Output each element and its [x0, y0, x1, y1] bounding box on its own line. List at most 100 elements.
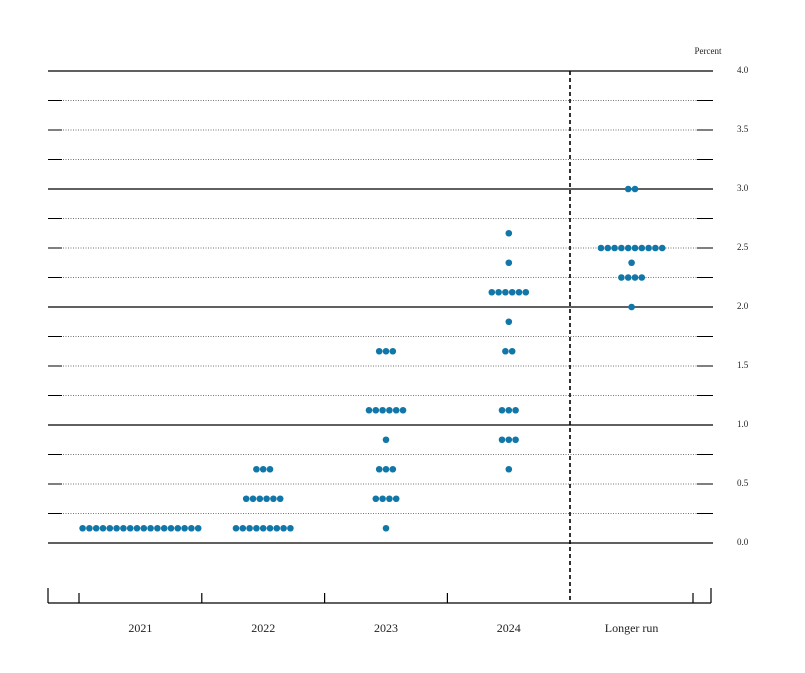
- dot: [372, 406, 380, 414]
- y-tick-label: 1.5: [737, 360, 749, 370]
- dot: [386, 495, 393, 503]
- dot: [624, 185, 632, 193]
- dot: [522, 288, 530, 296]
- y-tick-label: 3.5: [737, 124, 749, 134]
- dot: [505, 229, 513, 237]
- dot: [242, 495, 250, 503]
- dot: [389, 347, 397, 355]
- dot: [375, 465, 383, 473]
- dot: [160, 524, 168, 532]
- x-tick-label: Longer run: [605, 621, 659, 635]
- dot: [92, 524, 100, 532]
- dot: [276, 495, 284, 503]
- y-axis-label: Percent: [695, 46, 722, 56]
- dot: [365, 406, 373, 414]
- dot: [259, 524, 267, 532]
- dot: [508, 288, 516, 296]
- dot: [505, 465, 513, 473]
- dot: [79, 524, 86, 532]
- dot: [246, 524, 253, 532]
- dot: [259, 465, 267, 473]
- dot: [188, 524, 195, 532]
- dot: [502, 347, 509, 355]
- dot: [638, 244, 646, 252]
- dot: [253, 524, 260, 532]
- x-tick-label: 2023: [374, 621, 398, 635]
- dot: [392, 495, 400, 503]
- dot: [379, 406, 386, 414]
- dot: [154, 524, 161, 532]
- dot: [106, 524, 114, 532]
- dot: [618, 274, 625, 281]
- dot: [232, 524, 240, 532]
- dot: [86, 524, 93, 532]
- dot: [249, 495, 257, 503]
- dot: [287, 524, 294, 532]
- dot: [389, 465, 397, 473]
- dot: [270, 495, 277, 503]
- dot: [382, 524, 390, 532]
- dot: [256, 495, 264, 503]
- dot: [505, 436, 513, 444]
- dot: [502, 288, 509, 296]
- dot: [505, 318, 513, 326]
- y-tick-label: 0.0: [737, 537, 749, 547]
- dot: [174, 524, 182, 532]
- dot: [604, 244, 612, 252]
- x-tick-label: 2024: [497, 621, 521, 635]
- dot: [113, 524, 120, 532]
- dot: [512, 436, 519, 444]
- dot: [508, 347, 516, 355]
- dot: [263, 495, 270, 503]
- y-tick-label: 2.5: [737, 242, 749, 252]
- dot: [140, 524, 148, 532]
- dot: [498, 436, 506, 444]
- dot: [645, 244, 652, 252]
- dot: [133, 524, 141, 532]
- dot: [120, 524, 127, 532]
- x-tick-label: 2021: [128, 621, 152, 635]
- dot: [194, 524, 202, 532]
- x-tick-label: 2022: [251, 621, 275, 635]
- dot: [488, 288, 496, 296]
- dot: [658, 244, 666, 252]
- dot: [638, 274, 646, 281]
- dot: [239, 524, 247, 532]
- dot: [631, 274, 639, 281]
- dot: [628, 259, 635, 267]
- y-tick-label: 0.5: [737, 478, 749, 488]
- dot: [652, 244, 659, 252]
- dot: [181, 524, 188, 532]
- dot: [631, 244, 639, 252]
- dot: [266, 465, 274, 473]
- dot: [253, 465, 260, 473]
- dot: [379, 495, 386, 503]
- dot: [147, 524, 154, 532]
- y-tick-label: 4.0: [737, 65, 749, 75]
- dot: [628, 303, 635, 311]
- dot: [597, 244, 605, 252]
- dot: [515, 288, 523, 296]
- dot: [611, 244, 618, 252]
- dot: [273, 524, 281, 532]
- dot: [386, 406, 393, 414]
- dot: [512, 406, 519, 414]
- dot: [266, 524, 274, 532]
- dot: [375, 347, 383, 355]
- y-tick-label: 1.0: [737, 419, 749, 429]
- y-tick-label: 2.0: [737, 301, 749, 311]
- dot: [126, 524, 134, 532]
- dot: [382, 347, 390, 355]
- dot: [631, 185, 639, 193]
- y-tick-label: 3.0: [737, 183, 749, 193]
- dot: [372, 495, 380, 503]
- dot: [505, 259, 513, 267]
- dot: [505, 406, 513, 414]
- dot: [167, 524, 175, 532]
- dot: [382, 465, 390, 473]
- dot: [495, 288, 502, 296]
- dot: [624, 244, 632, 252]
- dot: [624, 274, 632, 281]
- dot: [382, 436, 390, 444]
